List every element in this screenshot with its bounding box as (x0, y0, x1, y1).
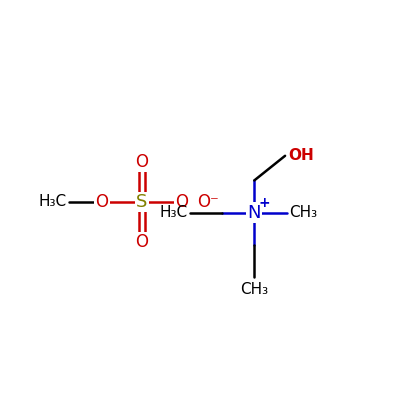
Text: +: + (259, 196, 270, 210)
Text: H₃C: H₃C (159, 205, 187, 220)
Text: O: O (135, 233, 148, 251)
Text: O⁻: O⁻ (197, 193, 219, 211)
Text: H₃C: H₃C (39, 194, 67, 210)
Text: O: O (135, 153, 148, 171)
Text: O: O (175, 193, 188, 211)
Text: CH₃: CH₃ (240, 282, 268, 297)
Text: OH: OH (288, 148, 314, 163)
Text: CH₃: CH₃ (289, 205, 317, 220)
Text: O: O (95, 193, 108, 211)
Text: N: N (248, 204, 261, 222)
Text: S: S (136, 193, 148, 211)
